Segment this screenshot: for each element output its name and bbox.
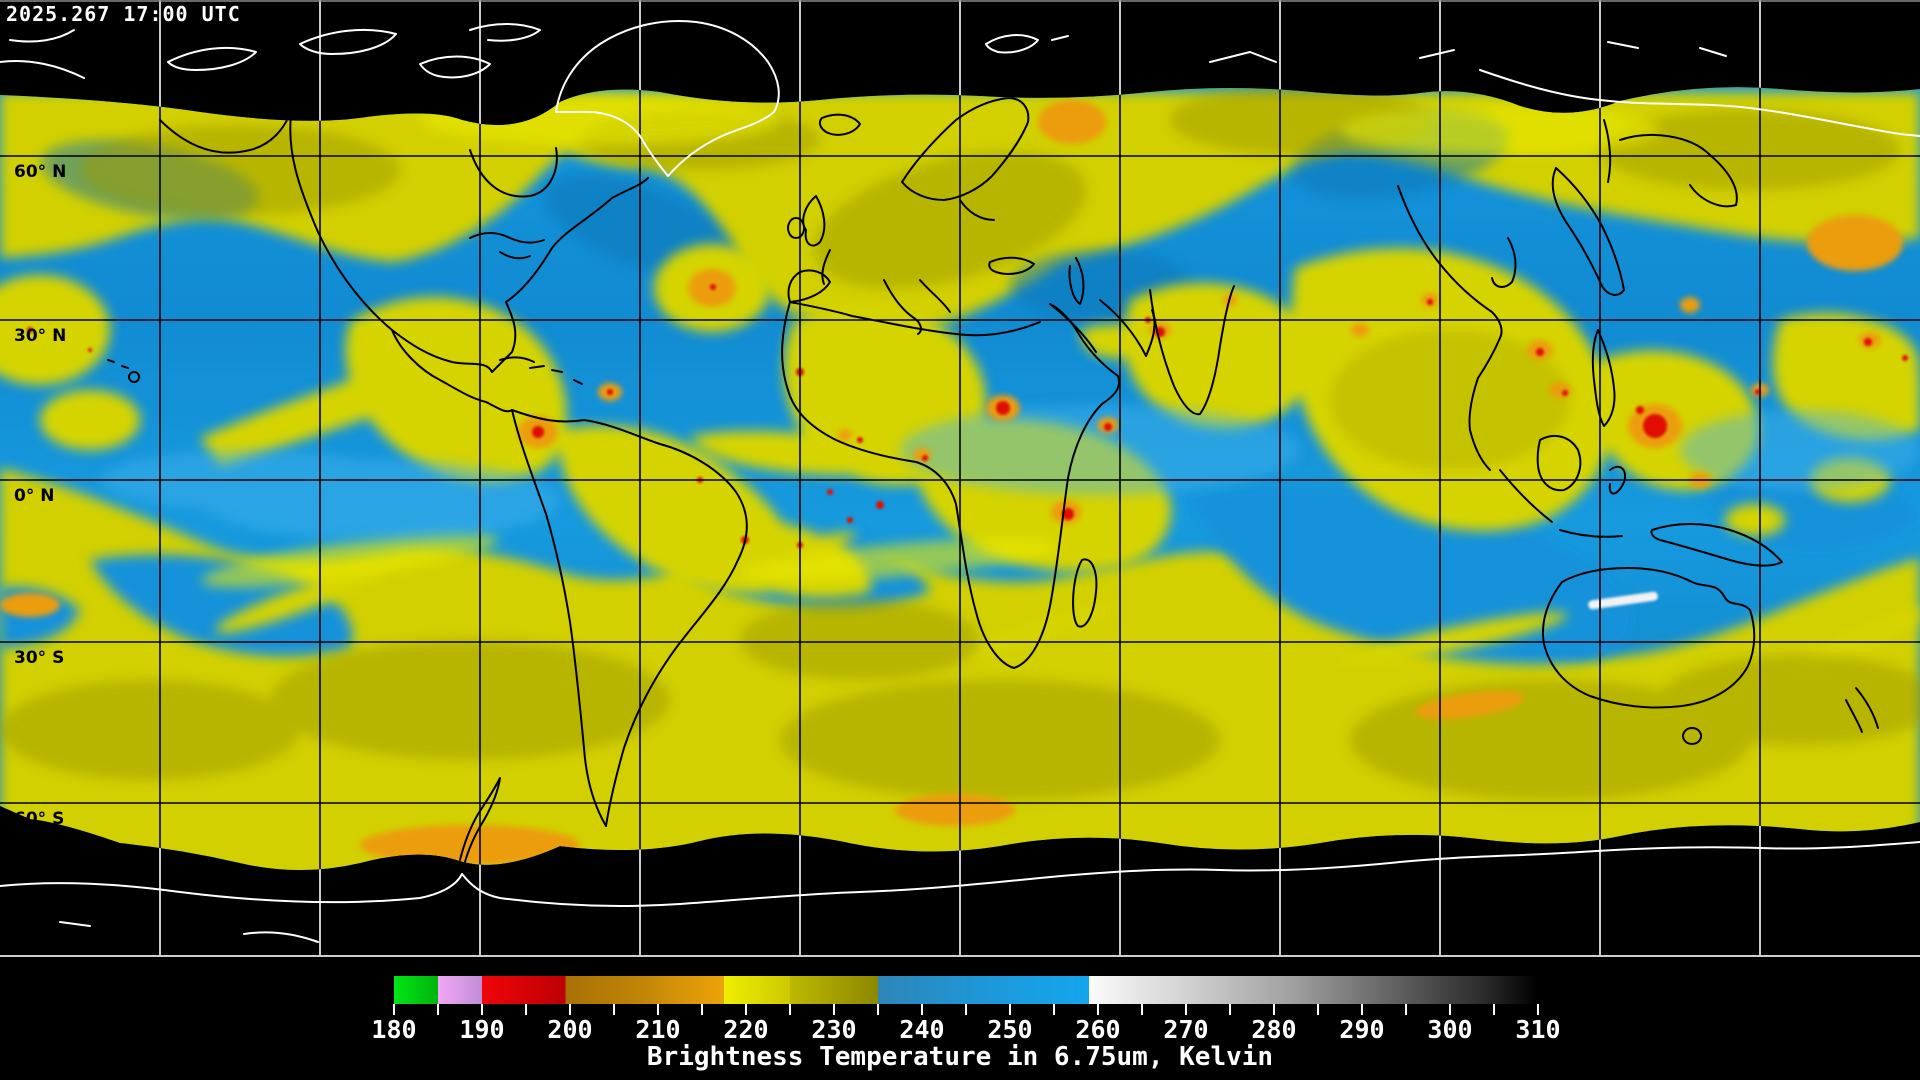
colorbar-caption: Brightness Temperature in 6.75um, Kelvin	[646, 1042, 1274, 1072]
colorbar-tick-label: 190	[459, 1015, 504, 1044]
colorbar-legend: 180 190 200 210 220 230 240 250 260 270 280 290 300 3…	[371, 976, 1561, 1044]
colorbar-tick-label: 310	[1515, 1015, 1560, 1044]
latitude-label: 60° S	[14, 809, 64, 829]
colorbar-tick-label: 270	[1163, 1015, 1208, 1044]
colorbar-tick-label: 210	[635, 1015, 680, 1044]
latitude-labels: 60° N 30° N 0° N 30° S 60° S	[14, 162, 66, 829]
timestamp-label: 2025.267 17:00 UTC	[6, 2, 241, 26]
coastlines-over-void	[0, 19, 1920, 943]
graticule-over-data	[0, 0, 1920, 956]
colorbar-tick-label: 180	[371, 1015, 416, 1044]
hot-surface-streak	[1588, 591, 1658, 610]
colorbar-tick-label: 200	[547, 1015, 592, 1044]
latitude-label: 30° N	[14, 326, 66, 346]
colorbar-tick-label: 280	[1251, 1015, 1296, 1044]
colorbar-tick-label: 290	[1339, 1015, 1384, 1044]
colorbar-gradient-bar	[394, 976, 1538, 1004]
colorbar-tick-label: 300	[1427, 1015, 1472, 1044]
latitude-label: 30° S	[14, 648, 64, 668]
latitude-label: 0° N	[14, 486, 54, 506]
colorbar-tick-label: 240	[899, 1015, 944, 1044]
colorbar-tick-label: 260	[1075, 1015, 1120, 1044]
colorbar-tick-label: 230	[811, 1015, 856, 1044]
colorbar-tick-label: 250	[987, 1015, 1032, 1044]
coastlines-over-data	[107, 97, 1879, 871]
latitude-label: 60° N	[14, 162, 66, 182]
colorbar-tick-label: 220	[723, 1015, 768, 1044]
